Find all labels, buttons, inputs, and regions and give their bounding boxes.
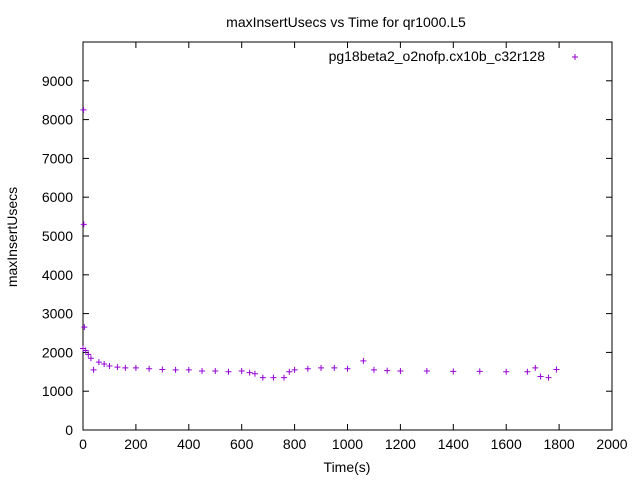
y-tick-label: 6000 <box>42 189 73 205</box>
data-point <box>318 364 325 371</box>
data-point <box>423 368 430 375</box>
data-point <box>80 221 87 228</box>
data-point <box>281 374 288 381</box>
data-point <box>106 362 113 369</box>
y-tick-label: 0 <box>65 422 73 438</box>
data-point <box>524 368 531 375</box>
data-point <box>172 366 179 373</box>
x-tick-label: 0 <box>79 436 87 452</box>
data-point <box>251 370 258 377</box>
data-point <box>304 365 311 372</box>
x-tick-label: 400 <box>177 436 201 452</box>
data-point <box>225 368 232 375</box>
data-point <box>85 351 92 358</box>
data-point <box>360 357 367 364</box>
data-point <box>259 374 266 381</box>
y-axis: 0 1000 2000 3000 4000 5000 6000 7000 8000 9000 <box>42 73 612 438</box>
x-tick-label: 1000 <box>332 436 363 452</box>
data-point <box>90 366 97 373</box>
data-point <box>87 355 94 362</box>
y-tick-label: 9000 <box>42 73 73 89</box>
data-point <box>122 364 129 371</box>
x-tick-label: 1200 <box>385 436 416 452</box>
data-point <box>114 364 121 371</box>
data-point <box>291 366 298 373</box>
data-point <box>476 368 483 375</box>
data-points <box>80 106 560 381</box>
data-point <box>81 324 88 331</box>
data-point <box>238 368 245 375</box>
x-tick-label: 2000 <box>596 436 627 452</box>
data-point <box>199 368 206 375</box>
data-point <box>80 106 87 113</box>
y-tick-label: 8000 <box>42 112 73 128</box>
legend-marker <box>572 54 578 60</box>
data-point <box>503 368 510 375</box>
data-point <box>101 361 108 368</box>
data-point <box>270 374 277 381</box>
data-point <box>397 368 404 375</box>
x-tick-label: 1600 <box>491 436 522 452</box>
data-point <box>159 366 166 373</box>
data-point <box>344 365 351 372</box>
data-point <box>532 364 539 371</box>
y-tick-label: 7000 <box>42 150 73 166</box>
x-axis-title: Time(s) <box>324 459 371 475</box>
data-point <box>331 364 338 371</box>
y-tick-label: 1000 <box>42 383 73 399</box>
legend-label: pg18beta2_o2nofp.cx10b_c32r128 <box>329 48 546 64</box>
x-tick-label: 600 <box>230 436 254 452</box>
x-tick-label: 200 <box>124 436 148 452</box>
chart-title: maxInsertUsecs vs Time for qr1000.L5 <box>226 14 466 30</box>
data-point <box>370 366 377 373</box>
data-point <box>212 368 219 375</box>
data-point <box>132 364 139 371</box>
data-point <box>450 368 457 375</box>
x-axis: 0 200 400 600 800 1000 1200 1400 1600 1800 2000 <box>79 42 628 452</box>
y-axis-title: maxInsertUsecs <box>4 187 20 287</box>
data-point <box>384 367 391 374</box>
data-point <box>545 374 552 381</box>
data-point <box>553 366 560 373</box>
x-tick-label: 1800 <box>544 436 575 452</box>
y-tick-label: 2000 <box>42 344 73 360</box>
x-tick-label: 800 <box>283 436 307 452</box>
legend: pg18beta2_o2nofp.cx10b_c32r128 <box>329 48 578 64</box>
x-tick-label: 1400 <box>438 436 469 452</box>
data-point <box>146 365 153 372</box>
y-tick-label: 3000 <box>42 306 73 322</box>
y-tick-label: 5000 <box>42 228 73 244</box>
y-tick-label: 4000 <box>42 267 73 283</box>
data-point <box>246 369 253 376</box>
data-point <box>82 347 89 354</box>
data-point <box>95 359 102 366</box>
data-point <box>185 366 192 373</box>
data-point <box>286 368 293 375</box>
data-point <box>537 373 544 380</box>
